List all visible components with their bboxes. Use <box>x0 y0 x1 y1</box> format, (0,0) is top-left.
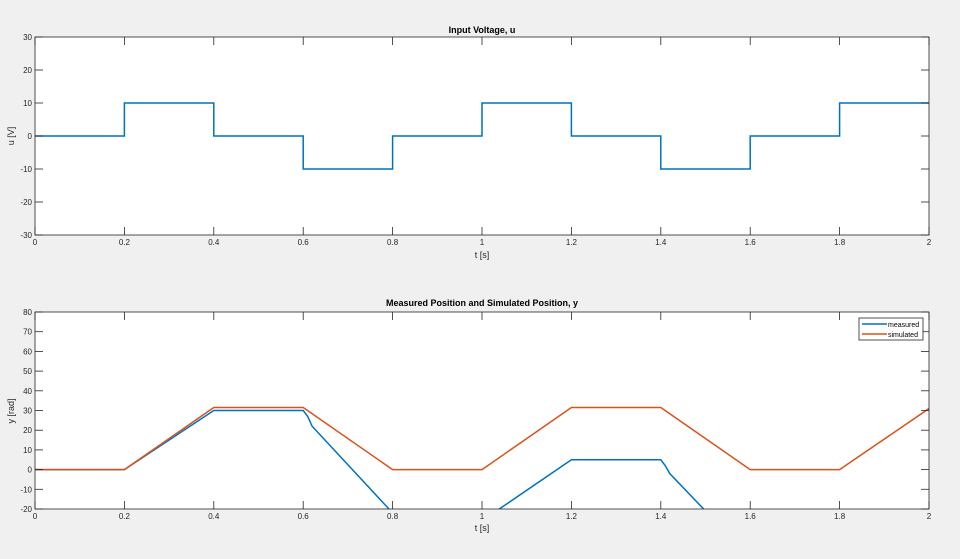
chart-title: Input Voltage, u <box>449 25 516 35</box>
legend-label-simulated: simulated <box>888 332 918 339</box>
chart-title: Measured Position and Simulated Position… <box>386 298 578 308</box>
x-tick-label: 1.4 <box>655 238 667 247</box>
x-tick-label: 0.2 <box>119 512 131 521</box>
x-tick-label: 1.2 <box>566 512 578 521</box>
y-tick-label: -10 <box>20 165 32 174</box>
y-tick-label: 0 <box>28 132 33 141</box>
x-tick-label: 1.8 <box>834 512 846 521</box>
y-tick-label: -20 <box>20 198 32 207</box>
legend: measured simulated <box>858 317 924 341</box>
x-tick-label: 1.6 <box>745 512 757 521</box>
y-tick-label: -10 <box>20 485 32 494</box>
x-tick-label: 0.8 <box>387 238 399 247</box>
y-axis-label: u [V] <box>6 127 16 146</box>
x-tick-label: 1.6 <box>745 238 757 247</box>
input-voltage-axes: Input Voltage, u t [s] u [V] 0 0.2 0.4 0.6 0… <box>6 25 932 260</box>
y-tick-label: 60 <box>23 347 32 356</box>
y-tick-label: 70 <box>23 328 32 337</box>
position-axes: Measured Position and Simulated Position… <box>6 298 932 533</box>
series-line-simulated <box>35 406 929 471</box>
series-line-measured <box>35 409 705 509</box>
y-tick-label: 40 <box>23 387 32 396</box>
x-tick-label: 1.4 <box>655 512 667 521</box>
plot-area <box>35 312 929 509</box>
y-tick-label: 20 <box>23 426 32 435</box>
x-tick-label: 0.8 <box>387 512 399 521</box>
x-axis-label: t [s] <box>475 523 490 533</box>
y-tick-label: 50 <box>23 367 32 376</box>
x-tick-label: 0 <box>33 238 38 247</box>
x-tick-label: 2 <box>927 512 932 521</box>
x-tick-label: 2 <box>927 238 932 247</box>
y-tick-label: 80 <box>23 308 32 317</box>
y-tick-label: -30 <box>20 231 32 240</box>
x-tick-label: 0.4 <box>208 512 220 521</box>
y-tick-label: 30 <box>23 33 32 42</box>
y-tick-label: 30 <box>23 407 32 416</box>
x-tick-label: 1.2 <box>566 238 578 247</box>
x-tick-label: 0.6 <box>298 238 310 247</box>
y-tick-label: 20 <box>23 66 32 75</box>
x-tick-label: 0 <box>33 512 38 521</box>
x-tick-label: 1 <box>480 512 485 521</box>
x-tick-label: 0.6 <box>298 512 310 521</box>
y-axis-label: y [rad] <box>6 398 16 423</box>
x-tick-label: 0.4 <box>208 238 220 247</box>
series-line-u <box>35 102 929 170</box>
y-tick-label: -20 <box>20 505 32 514</box>
x-tick-label: 1.8 <box>834 238 846 247</box>
x-tick-label: 1 <box>480 238 485 247</box>
x-tick-label: 0.2 <box>119 238 131 247</box>
legend-label-measured: measured <box>888 322 919 329</box>
y-tick-label: 0 <box>28 466 33 475</box>
x-axis-label: t [s] <box>475 250 490 260</box>
y-tick-label: 10 <box>23 99 32 108</box>
y-tick-label: 10 <box>23 446 32 455</box>
